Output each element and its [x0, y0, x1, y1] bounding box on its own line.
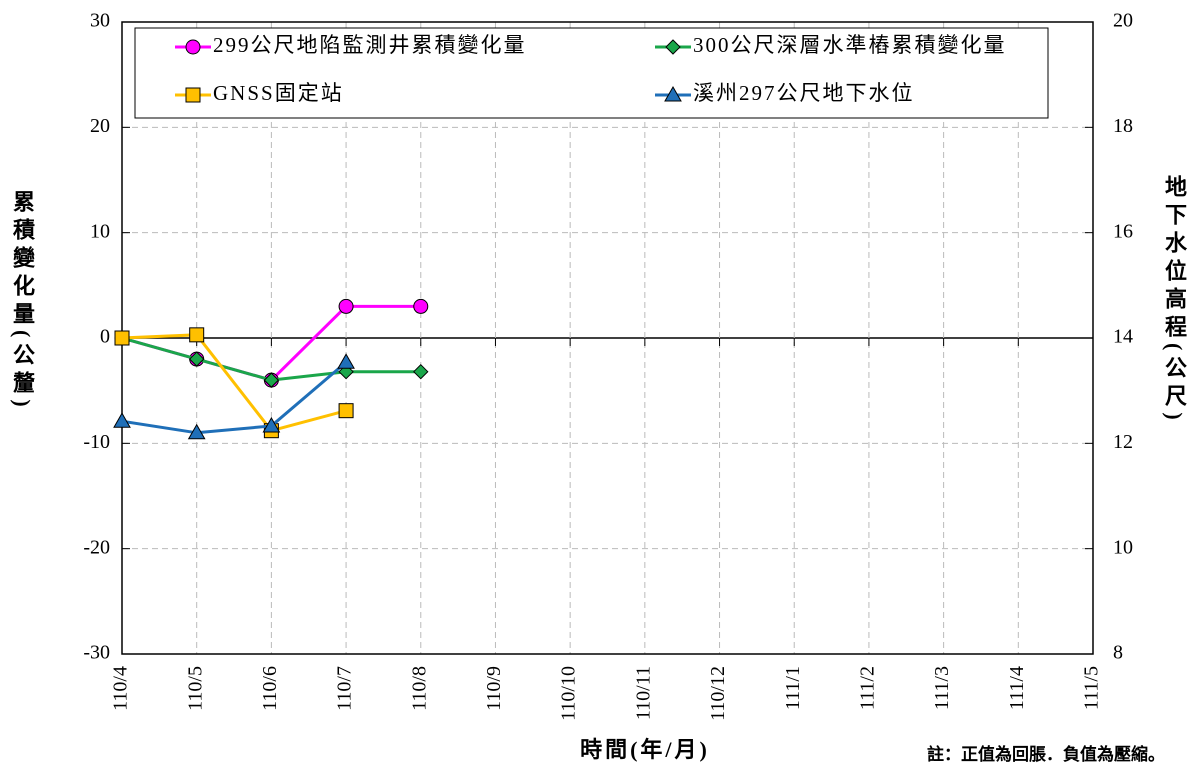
x-tick-label: 111/1 — [782, 666, 804, 710]
marker — [185, 39, 201, 55]
x-tick-label: 110/4 — [110, 666, 132, 711]
y2-tick-label: 14 — [1113, 326, 1133, 348]
marker — [337, 353, 355, 369]
y-tick-label: 30 — [90, 10, 110, 32]
marker — [262, 416, 281, 433]
x-tick-label: 110/12 — [707, 666, 729, 721]
marker — [187, 423, 206, 440]
marker — [338, 403, 354, 419]
x-tick-label: 110/8 — [408, 666, 430, 711]
annotation: 註：正值為回脹．負值為壓縮。 — [927, 744, 1165, 765]
x-tick-label: 110/7 — [334, 666, 356, 711]
marker — [413, 363, 429, 380]
marker — [338, 298, 354, 314]
y2-tick-label: 20 — [1113, 10, 1133, 32]
marker — [413, 298, 429, 314]
marker — [113, 412, 131, 428]
y-tick-label: -20 — [83, 536, 110, 558]
legend-label: 299公尺地陷監測井累積變化量 — [213, 33, 527, 57]
legend-label: 溪州297公尺地下水位 — [693, 81, 915, 105]
x-tick-label: 111/4 — [1006, 666, 1028, 710]
y-tick-label: 20 — [90, 115, 110, 137]
y-axis-label: 累積變化量(公釐) — [10, 190, 35, 413]
y-tick-label: -10 — [83, 431, 110, 453]
y-tick-label: -30 — [83, 642, 110, 664]
x-tick-label: 111/3 — [931, 666, 953, 710]
legend-label: GNSS固定站 — [213, 81, 344, 105]
marker — [185, 87, 201, 103]
series-line — [121, 361, 348, 435]
y-tick-label: 0 — [100, 326, 110, 348]
y2-tick-label: 8 — [1113, 642, 1123, 664]
y2-tick-label: 10 — [1113, 536, 1133, 558]
marker — [189, 327, 205, 343]
x-tick-label: 111/2 — [857, 666, 879, 710]
marker — [114, 330, 130, 346]
x-tick-label: 110/5 — [184, 666, 206, 711]
marker — [263, 372, 280, 388]
y2-tick-label: 16 — [1113, 220, 1133, 242]
y2-tick-label: 12 — [1113, 431, 1133, 453]
x-tick-label: 110/10 — [558, 666, 580, 721]
marker — [665, 39, 681, 55]
legend-label: 300公尺深層水準樁累積變化量 — [693, 33, 1007, 57]
x-tick-label: 111/5 — [1081, 666, 1103, 710]
marker — [664, 85, 682, 102]
x-tick-label: 110/11 — [632, 666, 654, 720]
x-axis-label: 時間(年/月) — [580, 737, 710, 762]
y2-tick-label: 18 — [1113, 115, 1133, 137]
series-line — [121, 333, 347, 433]
y-tick-label: 10 — [90, 220, 110, 242]
y2-axis-label: 地下水位高程(公尺) — [1162, 175, 1187, 426]
x-tick-label: 110/6 — [259, 666, 281, 711]
marker — [188, 351, 205, 367]
x-tick-label: 110/9 — [483, 666, 505, 711]
legend-box — [134, 27, 1049, 119]
